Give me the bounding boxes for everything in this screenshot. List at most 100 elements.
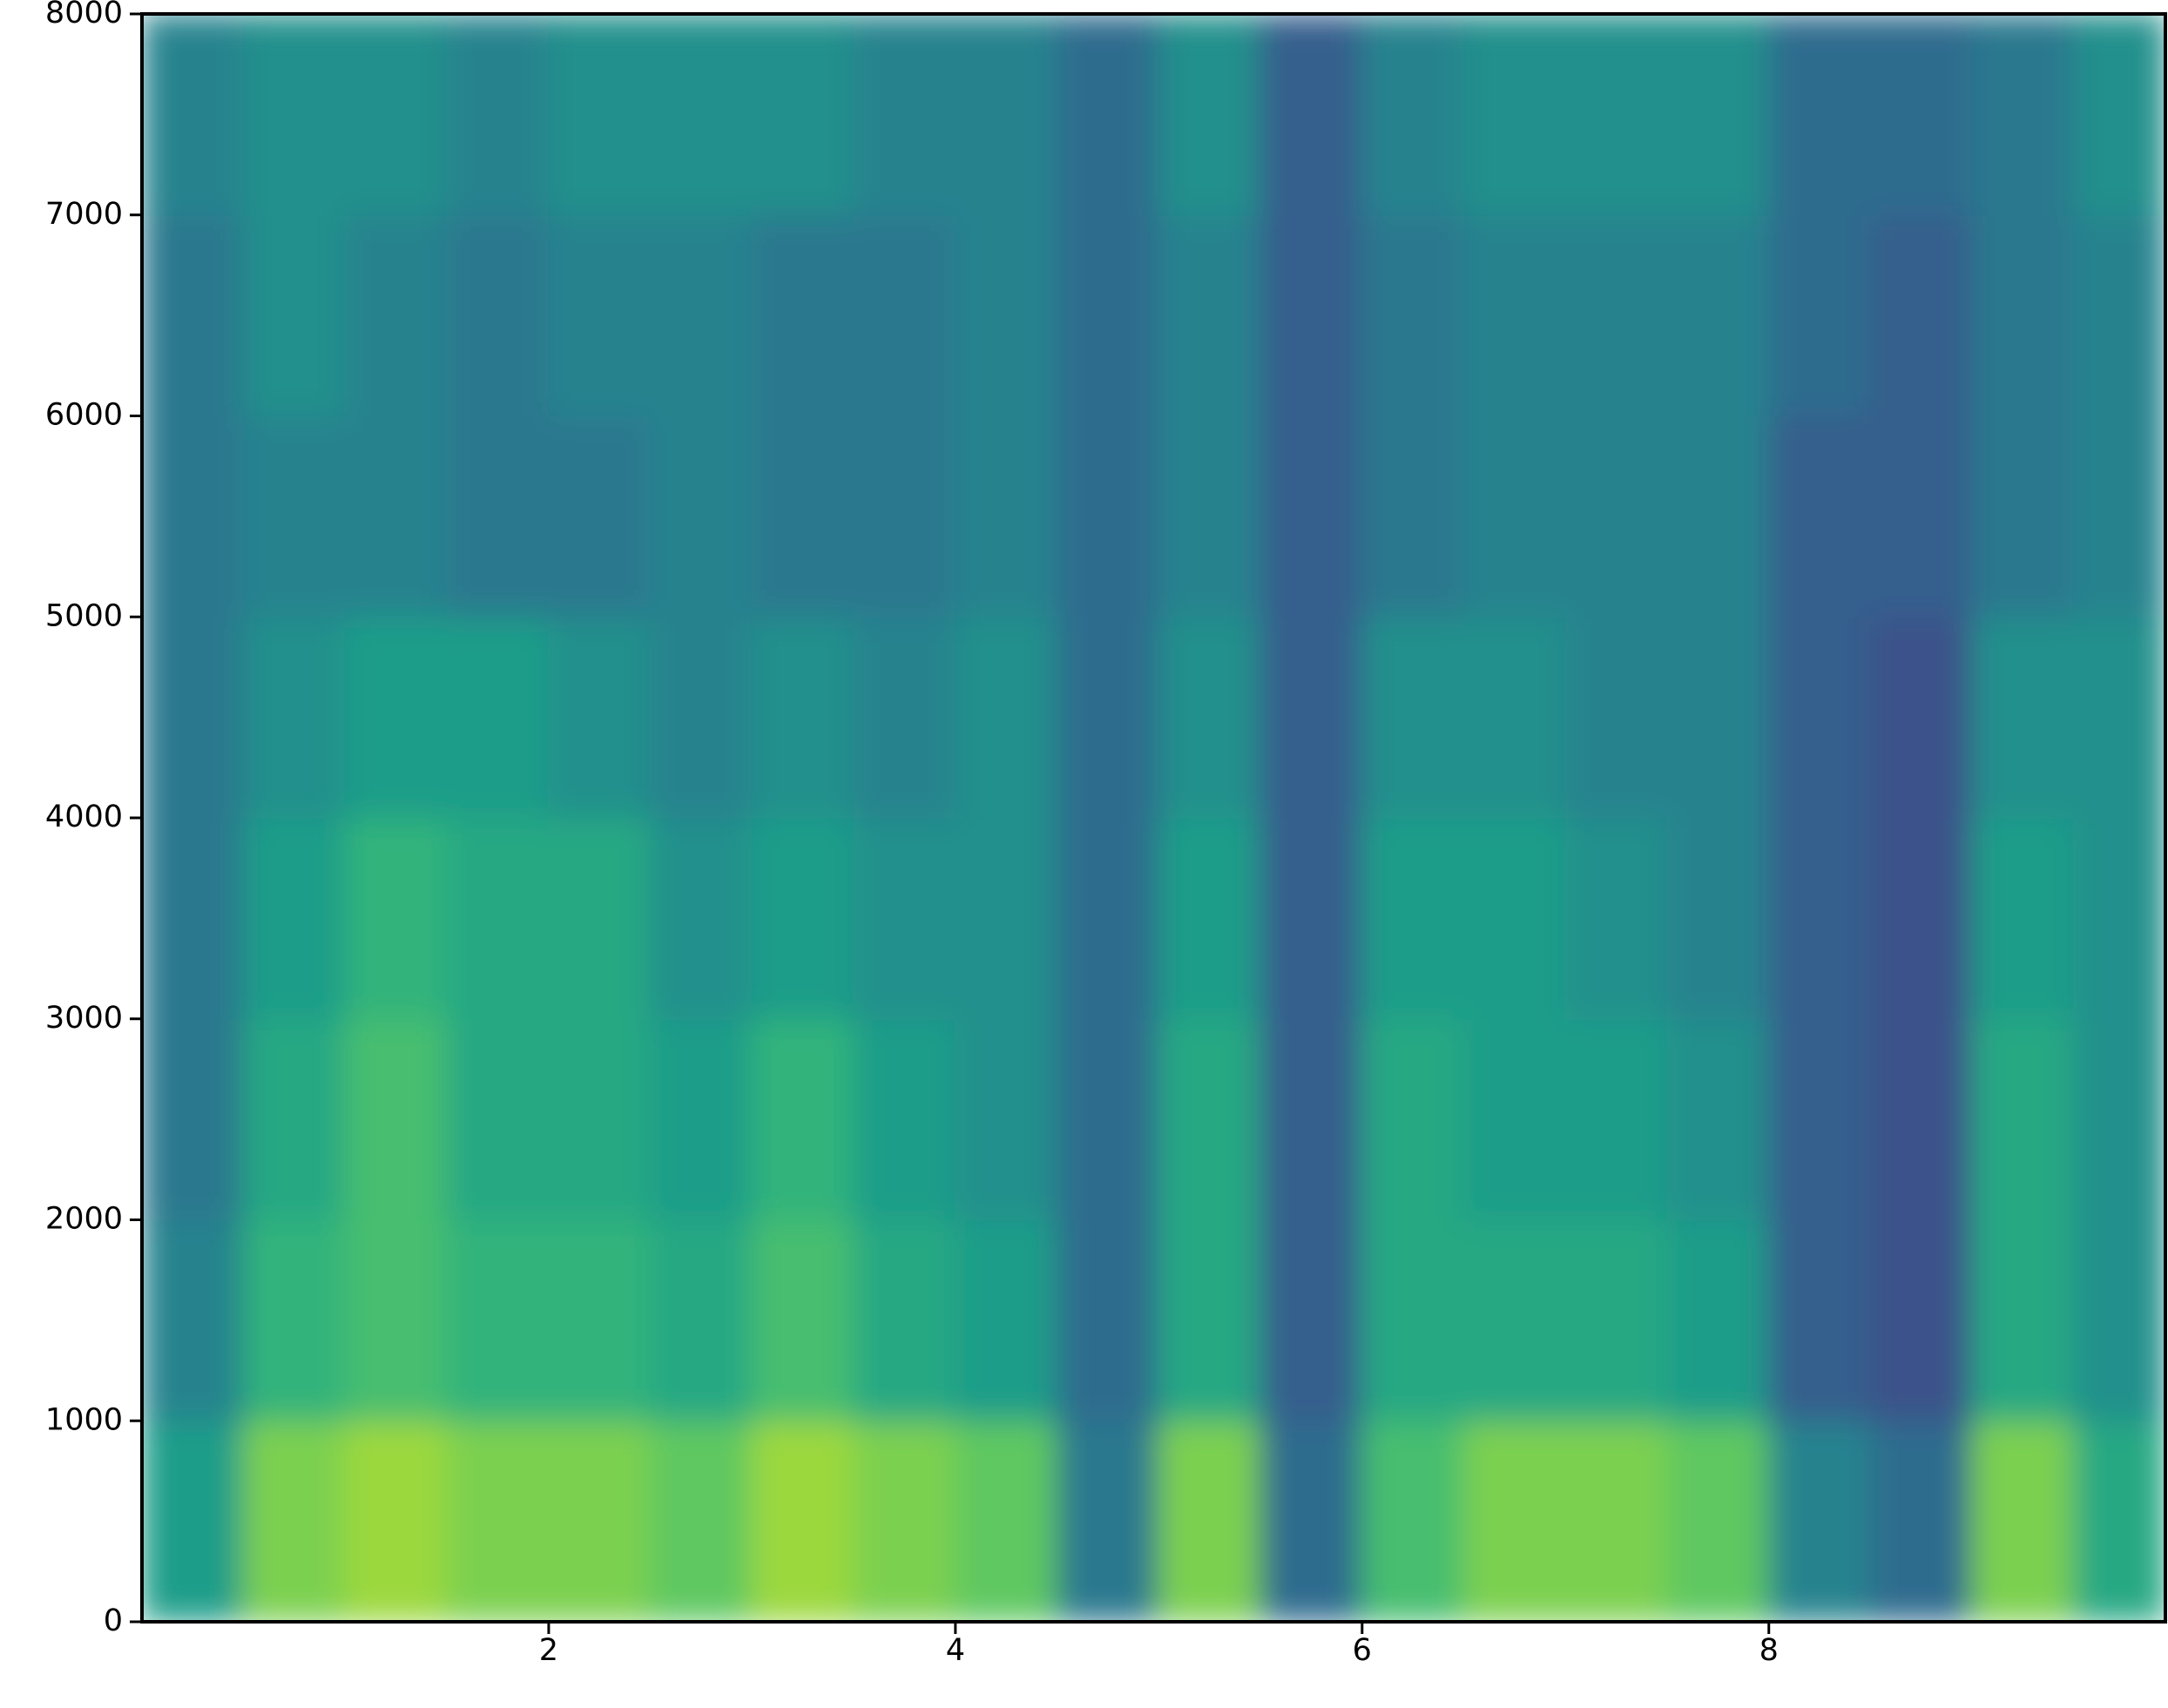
cell — [649, 1017, 753, 1221]
cell — [649, 213, 753, 417]
cell — [1869, 616, 1974, 819]
cell — [751, 14, 855, 216]
cell — [1056, 817, 1160, 1020]
cell — [853, 415, 956, 618]
cell — [1260, 1017, 1363, 1221]
cell — [1971, 415, 2075, 618]
cell — [344, 817, 449, 1020]
cell — [1260, 616, 1363, 819]
cell — [547, 415, 652, 618]
cell — [1260, 213, 1363, 417]
cell — [142, 616, 245, 819]
cell — [1158, 616, 1262, 819]
cell — [1260, 817, 1363, 1020]
cell — [1869, 1017, 1974, 1221]
cell — [1158, 1420, 1262, 1622]
cell — [1564, 1219, 1669, 1422]
x-tick-label: 2 — [539, 1633, 558, 1668]
cell — [344, 14, 449, 216]
y-tick-label: 0 — [104, 1603, 123, 1638]
cell — [649, 14, 753, 216]
cell — [446, 817, 550, 1020]
cell — [649, 817, 753, 1020]
cell — [751, 817, 855, 1020]
cell — [547, 616, 652, 819]
cell — [1158, 1017, 1262, 1221]
cell — [344, 415, 449, 618]
cell — [751, 1219, 855, 1422]
cell — [142, 1017, 245, 1221]
y-tick-label: 2000 — [45, 1202, 123, 1237]
cell — [1767, 14, 1872, 216]
cell — [1564, 817, 1669, 1020]
cell — [547, 14, 652, 216]
cell — [1260, 1219, 1363, 1422]
cell — [1158, 14, 1262, 216]
cell — [1666, 1017, 1770, 1221]
cell — [2072, 1219, 2165, 1422]
cell — [142, 213, 245, 417]
cell — [1462, 1420, 1567, 1622]
cell — [2072, 1017, 2165, 1221]
cell — [1158, 817, 1262, 1020]
y-tick-label: 8000 — [45, 0, 123, 30]
cell — [1158, 1219, 1262, 1422]
cell — [1666, 817, 1770, 1020]
cell — [446, 14, 550, 216]
y-tick-label: 3000 — [45, 1001, 123, 1036]
cell — [547, 1219, 652, 1422]
x-tick-label: 6 — [1353, 1633, 1372, 1668]
cell — [1666, 1420, 1770, 1622]
cell — [142, 415, 245, 618]
cell — [344, 1219, 449, 1422]
cell — [1767, 213, 1872, 417]
cell — [142, 817, 245, 1020]
cell — [1666, 213, 1770, 417]
cell — [344, 616, 449, 819]
cell — [2072, 415, 2165, 618]
cell — [1361, 616, 1465, 819]
cell — [649, 415, 753, 618]
y-tick-label: 7000 — [45, 197, 123, 232]
cell — [1869, 14, 1974, 216]
cell — [1564, 213, 1669, 417]
cell — [2072, 213, 2165, 417]
cell — [142, 14, 245, 216]
cell — [1564, 616, 1669, 819]
cell — [1158, 213, 1262, 417]
x-tick-label: 8 — [1759, 1633, 1779, 1668]
cell — [344, 213, 449, 417]
plot-frame — [140, 12, 2167, 1624]
cell — [547, 817, 652, 1020]
cell — [1361, 1420, 1465, 1622]
cell — [954, 14, 1058, 216]
cell — [2072, 817, 2165, 1020]
cell — [1971, 1017, 2075, 1221]
cell — [751, 1017, 855, 1221]
y-tick-label: 5000 — [45, 598, 123, 633]
cell — [1462, 415, 1567, 618]
cell — [446, 1219, 550, 1422]
cell — [1971, 817, 2075, 1020]
cell — [649, 1420, 753, 1622]
cell — [1361, 1017, 1465, 1221]
cell — [1869, 817, 1974, 1020]
cell — [649, 1219, 753, 1422]
cell — [242, 1219, 347, 1422]
cell — [954, 213, 1058, 417]
cell — [1056, 1420, 1160, 1622]
cell — [547, 1017, 652, 1221]
cell — [954, 1219, 1058, 1422]
cell — [1260, 14, 1363, 216]
cell — [1767, 817, 1872, 1020]
cell — [1564, 415, 1669, 618]
cell — [1462, 616, 1567, 819]
cell — [954, 415, 1058, 618]
cell — [1056, 616, 1160, 819]
cell — [2072, 14, 2165, 216]
cell — [344, 1420, 449, 1622]
cell — [1361, 817, 1465, 1020]
cell — [1056, 415, 1160, 618]
cell — [142, 1219, 245, 1422]
